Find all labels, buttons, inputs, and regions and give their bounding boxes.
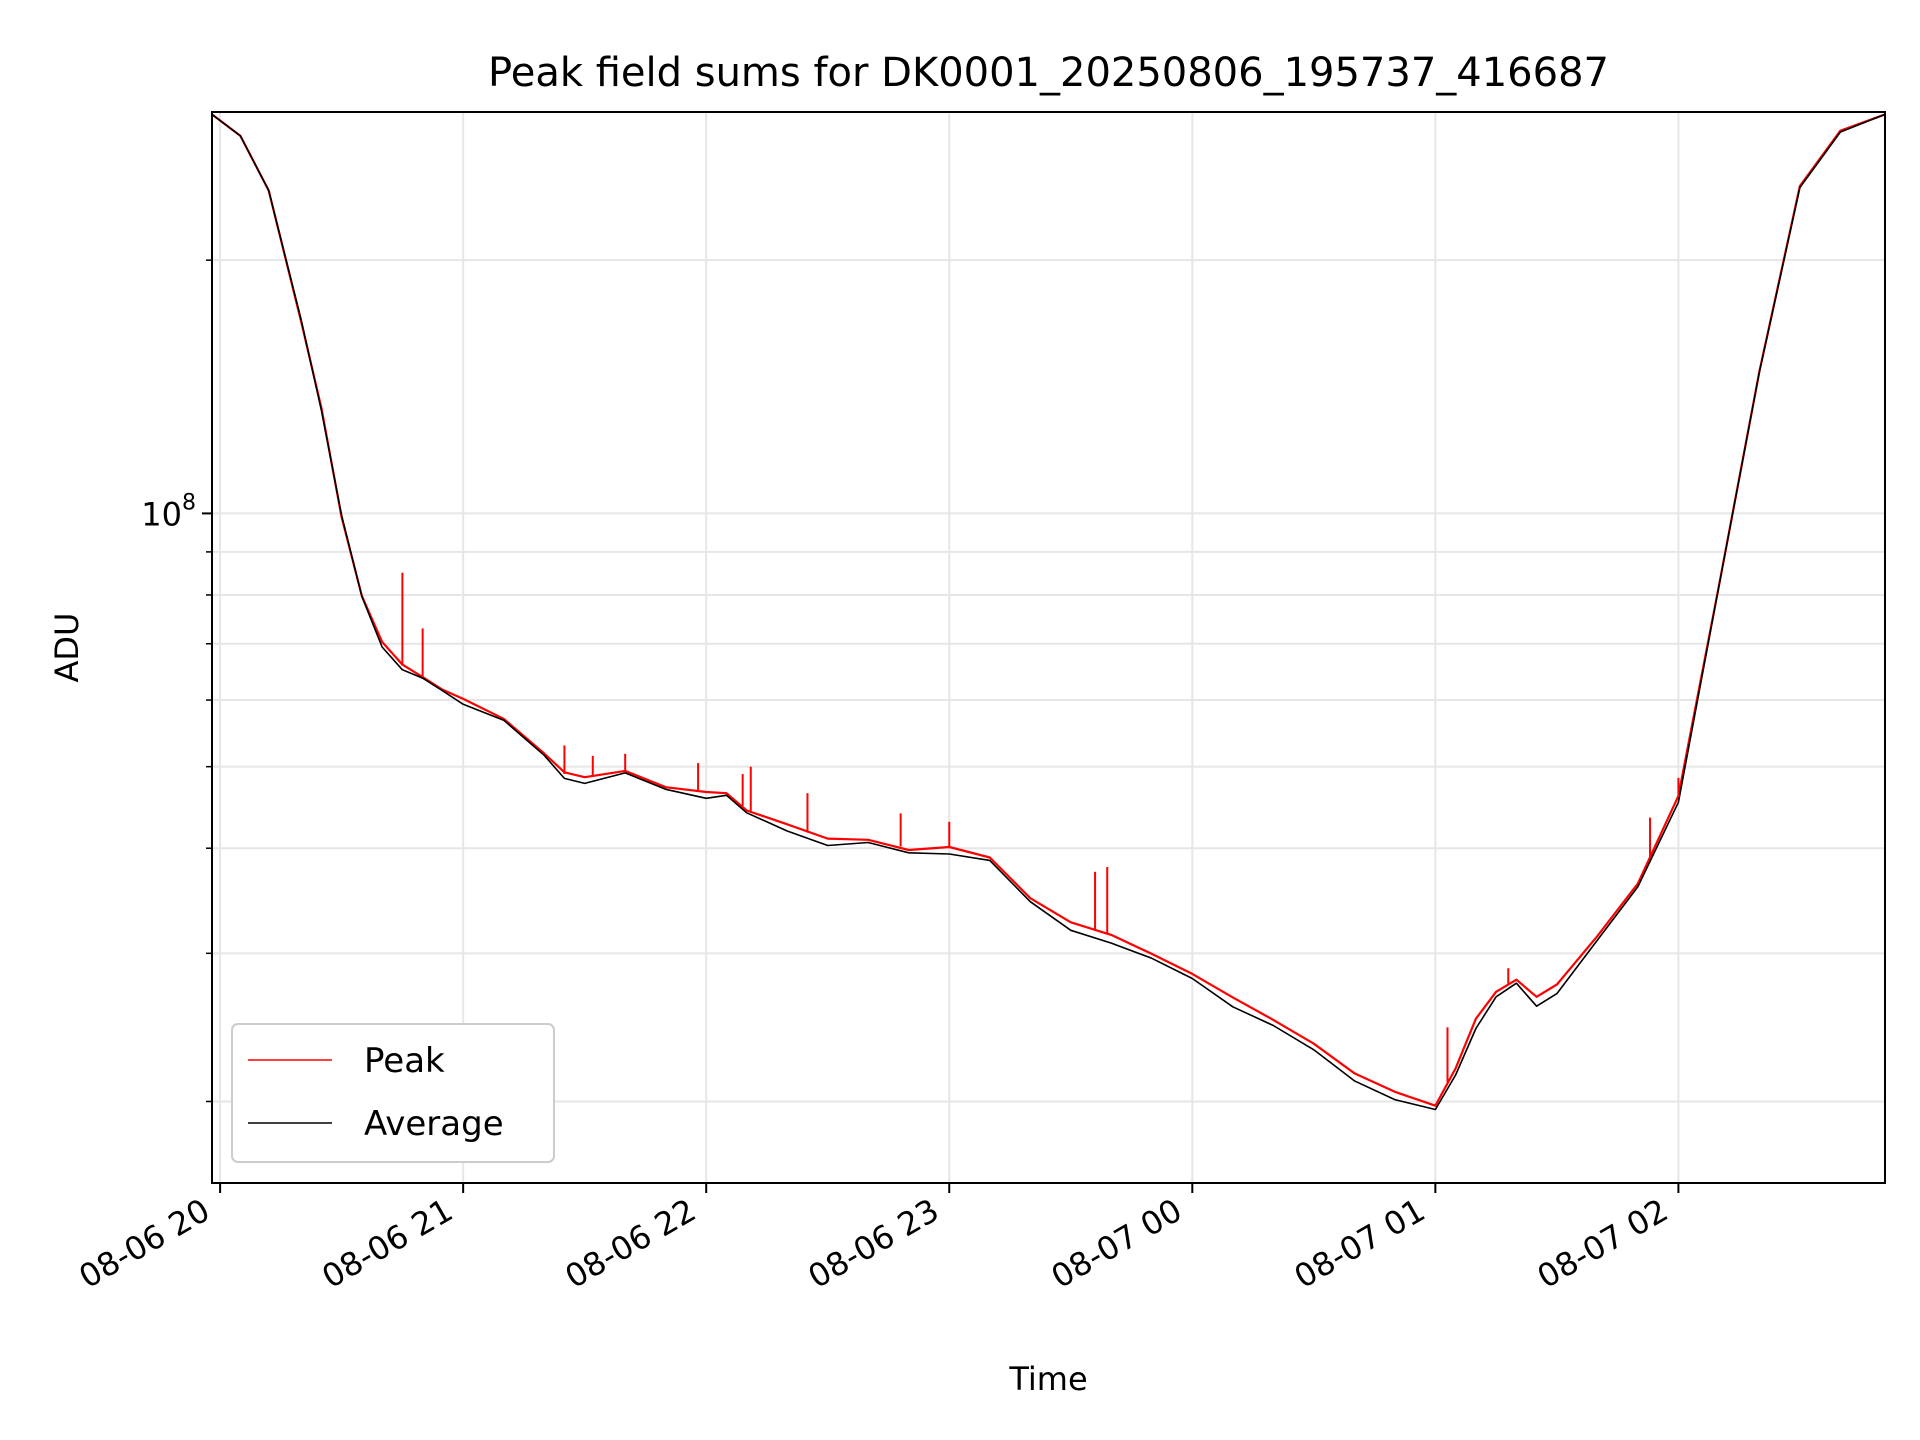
x-axis-title: Time bbox=[1008, 1360, 1087, 1398]
legend-label-average: Average bbox=[364, 1104, 504, 1144]
series-line-peak bbox=[212, 113, 1885, 1107]
y-tick-label-exponent: 8 bbox=[182, 490, 196, 515]
series-line-average bbox=[212, 113, 1885, 1111]
y-tick-label: 108 bbox=[141, 490, 196, 533]
plot-frame bbox=[211, 111, 1886, 1184]
legend-box bbox=[231, 1023, 555, 1163]
y-axis-title: ADU bbox=[48, 613, 86, 683]
legend-label-peak: Peak bbox=[364, 1041, 445, 1081]
chart-title: Peak field sums for DK0001_20250806_1957… bbox=[488, 50, 1609, 96]
y-tick-label-base: 10 bbox=[141, 495, 182, 533]
legend: Peak Average bbox=[231, 1023, 555, 1163]
series-layer bbox=[212, 113, 1885, 1111]
